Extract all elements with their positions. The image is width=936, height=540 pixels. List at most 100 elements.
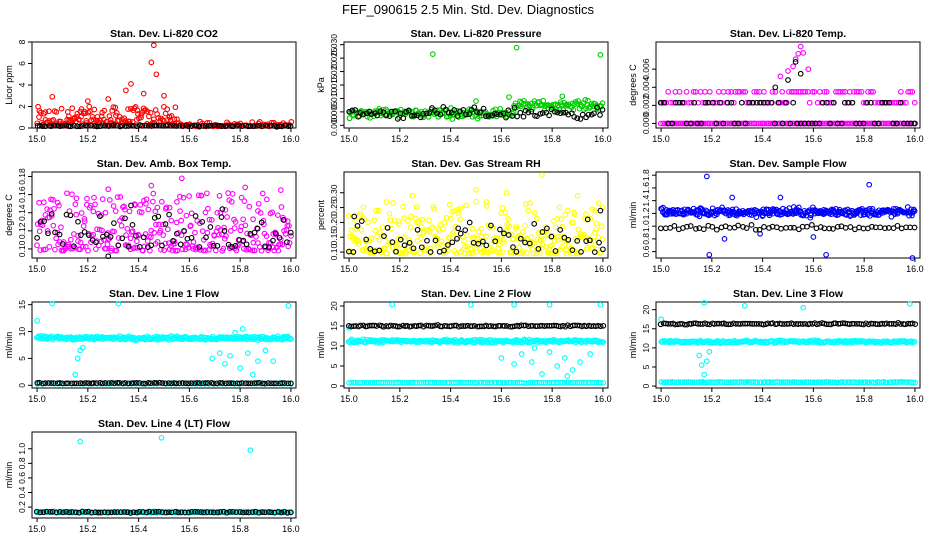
data-point: [78, 210, 85, 216]
data-point: [411, 112, 418, 119]
data-point: [525, 207, 532, 214]
data-point: [395, 235, 402, 242]
data-point: [432, 237, 439, 244]
data-point: [583, 211, 589, 217]
data-point: [188, 509, 195, 515]
data-point: [153, 221, 159, 228]
data-point: [539, 110, 546, 116]
data-point: [875, 120, 882, 127]
y-tick-label: 1.8: [641, 169, 651, 181]
data-point: [200, 247, 207, 254]
data-point: [246, 203, 253, 210]
data-point: [34, 317, 40, 324]
data-point: [114, 509, 121, 515]
data-point: [385, 242, 391, 248]
data-point: [115, 235, 122, 241]
data-point: [726, 225, 733, 231]
data-point: [731, 120, 738, 127]
data-point: [67, 236, 74, 243]
data-point: [397, 236, 404, 243]
y-tick-label: 0.000: [329, 114, 339, 136]
data-point: [430, 204, 437, 210]
data-point: [372, 227, 379, 234]
data-point: [888, 213, 895, 220]
data-point: [191, 380, 198, 387]
data-point: [657, 99, 664, 106]
data-point: [886, 99, 892, 106]
data-point: [870, 88, 876, 95]
x-tick-label: 15.4: [130, 524, 148, 534]
data-point: [180, 194, 187, 201]
data-point: [383, 199, 390, 205]
data-point: [724, 99, 731, 106]
data-point: [783, 225, 789, 231]
data-point: [202, 247, 209, 254]
data-point: [350, 249, 357, 255]
data-point: [218, 214, 225, 220]
data-point: [205, 123, 212, 129]
data-point: [245, 123, 252, 129]
data-point: [744, 379, 751, 385]
data-point: [410, 245, 417, 252]
data-point: [540, 97, 547, 104]
data-point: [396, 221, 402, 227]
x-tick-label: 16.0: [906, 134, 924, 144]
data-point: [214, 509, 221, 516]
data-point: [208, 217, 215, 223]
data-point: [911, 208, 918, 214]
data-point: [74, 123, 80, 130]
data-point: [389, 301, 396, 308]
data-point: [165, 380, 172, 386]
data-point: [481, 249, 488, 256]
data-point: [466, 111, 473, 117]
data-point: [185, 380, 192, 387]
data-point: [79, 508, 86, 515]
data-point: [776, 379, 783, 386]
data-point: [800, 304, 807, 311]
data-point: [262, 509, 268, 516]
y-tick-label: 5: [17, 356, 27, 361]
data-point: [243, 241, 250, 248]
data-point: [278, 204, 285, 210]
data-point: [469, 225, 476, 232]
data-point: [761, 88, 767, 95]
data-point: [229, 191, 236, 197]
data-point: [105, 380, 112, 386]
data-point: [102, 380, 109, 386]
data-point: [213, 380, 220, 387]
data-point: [725, 88, 732, 95]
data-point: [279, 380, 285, 386]
data-point: [834, 223, 841, 230]
data-point: [170, 238, 176, 244]
data-point: [565, 111, 572, 118]
data-point: [506, 223, 513, 229]
data-point: [860, 120, 867, 127]
data-point: [749, 321, 756, 327]
data-point: [539, 371, 545, 377]
data-point: [842, 225, 849, 231]
data-point: [854, 379, 861, 386]
data-point: [122, 123, 129, 129]
data-point: [823, 251, 829, 258]
data-point: [106, 113, 113, 119]
data-point: [151, 380, 158, 386]
data-point: [539, 172, 545, 178]
data-point: [251, 229, 258, 236]
data-point: [51, 380, 57, 386]
data-point: [81, 216, 88, 222]
data-point: [251, 247, 258, 254]
data-point: [122, 206, 128, 213]
data-point: [383, 112, 390, 119]
data-point: [205, 205, 211, 212]
data-point: [348, 379, 355, 386]
x-tick-label: 15.0: [340, 394, 358, 404]
data-point: [546, 349, 553, 355]
x-tick-label: 15.4: [754, 394, 772, 404]
data-point: [51, 122, 58, 129]
data-point: [475, 228, 482, 235]
data-point: [772, 88, 779, 95]
data-point: [115, 300, 122, 307]
data-point: [667, 99, 674, 106]
figure-title: FEF_090615 2.5 Min. Std. Dev. Diagnostic…: [342, 2, 594, 17]
data-point: [457, 205, 464, 211]
